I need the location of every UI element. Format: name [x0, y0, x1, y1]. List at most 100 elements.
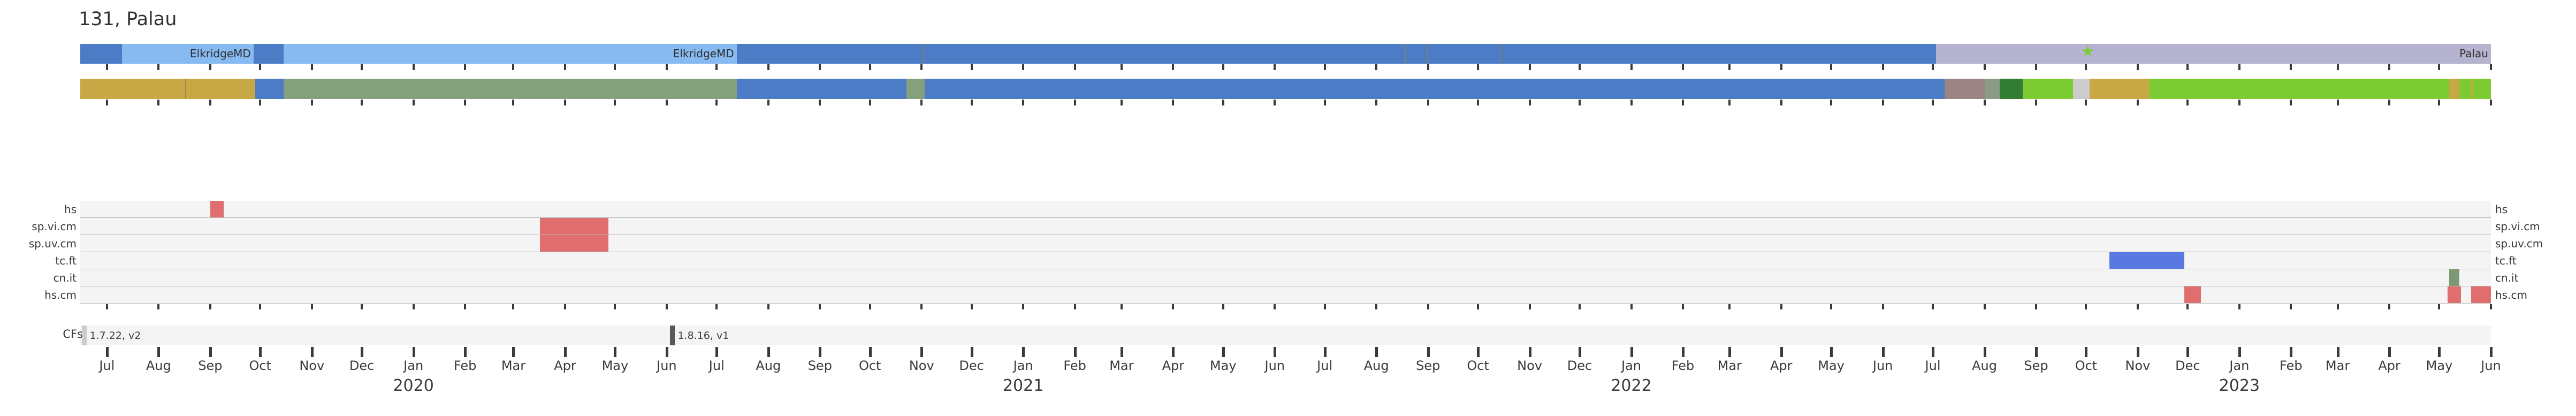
- site-bar-segment: [1936, 44, 2491, 64]
- month-tick: [1983, 304, 1986, 309]
- axis-tick: [2136, 347, 2139, 357]
- axis-month-label: Jul: [1925, 358, 1941, 373]
- axis-tick: [970, 347, 973, 357]
- month-tick: [209, 100, 211, 105]
- month-tick: [1222, 100, 1224, 105]
- annotation-mark: [540, 218, 608, 235]
- month-tick: [1274, 64, 1276, 70]
- month-tick: [1477, 64, 1480, 70]
- month-tick: [361, 64, 363, 70]
- status-bar-segment-divider: [185, 79, 187, 99]
- month-tick: [2388, 100, 2391, 105]
- month-tick: [1830, 100, 1833, 105]
- row-band: [80, 252, 2491, 269]
- month-tick: [1022, 100, 1025, 105]
- month-tick: [1375, 64, 1378, 70]
- axis-tick: [819, 347, 822, 357]
- row-band: [80, 286, 2491, 304]
- axis-month-label: Oct: [1467, 358, 1489, 373]
- month-tick: [2085, 64, 2087, 70]
- status-bar-segment: [925, 79, 1945, 99]
- month-tick: [2136, 64, 2139, 70]
- month-tick: [2490, 100, 2492, 105]
- month-tick: [1120, 304, 1123, 309]
- axis-tick: [2238, 347, 2241, 357]
- month-tick: [563, 100, 566, 105]
- axis-tick: [2290, 347, 2293, 357]
- cfs-band: [80, 326, 2491, 345]
- row-label-right: cn.it: [2495, 271, 2519, 284]
- status-bar-segment: [1984, 79, 2000, 99]
- month-tick: [2186, 304, 2189, 309]
- axis-month-label: Apr: [2378, 358, 2400, 373]
- axis-tick: [1022, 347, 1025, 357]
- month-tick: [2388, 304, 2391, 309]
- axis-month-label: Jul: [1317, 358, 1333, 373]
- month-tick: [412, 64, 415, 70]
- annotation-mark: [2471, 286, 2491, 303]
- site-bar-segment-divider: [1405, 44, 1406, 64]
- month-tick: [1983, 64, 1986, 70]
- month-tick: [412, 304, 415, 309]
- site-bar-segment-divider: [923, 44, 925, 64]
- axis-tick: [767, 347, 770, 357]
- month-tick: [1022, 304, 1025, 309]
- month-tick: [2085, 100, 2087, 105]
- axis-year-label: 2022: [1611, 376, 1652, 395]
- axis-tick: [1323, 347, 1327, 357]
- axis-tick: [2035, 347, 2038, 357]
- month-tick: [819, 100, 821, 105]
- month-tick: [920, 304, 923, 309]
- axis-month-label: Oct: [858, 358, 881, 373]
- month-tick: [715, 64, 718, 70]
- month-tick: [1375, 304, 1378, 309]
- axis-tick: [157, 347, 161, 357]
- month-tick: [2388, 64, 2391, 70]
- annotation-mark: [2448, 286, 2461, 303]
- star-icon: ★: [2081, 42, 2095, 60]
- axis-tick: [1120, 347, 1123, 357]
- site-bar-segment: [1499, 44, 1937, 64]
- status-bar-segment: [2149, 79, 2450, 99]
- month-tick: [2136, 100, 2139, 105]
- row-label-left: cn.it: [53, 271, 77, 284]
- month-tick: [1983, 100, 1986, 105]
- site-bar-segment: [121, 44, 254, 64]
- month-tick: [1528, 100, 1531, 105]
- month-tick: [464, 304, 467, 309]
- axis-tick: [1630, 347, 1633, 357]
- row-label-left: hs.cm: [44, 289, 77, 301]
- status-bar-segment: [736, 79, 907, 99]
- month-tick: [970, 304, 973, 309]
- month-tick: [105, 64, 108, 70]
- month-tick: [1427, 64, 1429, 70]
- annotation-mark: [2184, 286, 2201, 303]
- axis-month-label: Oct: [2075, 358, 2098, 373]
- annotation-mark: [540, 235, 608, 252]
- cfs-version-label: 1.7.22, v2: [89, 330, 141, 342]
- axis-month-label: Dec: [1567, 358, 1592, 373]
- month-tick: [614, 64, 616, 70]
- month-tick: [1222, 304, 1224, 309]
- month-tick: [1780, 100, 1782, 105]
- month-tick: [1073, 64, 1076, 70]
- site-bar-segment-label: Palau: [2459, 47, 2488, 60]
- month-tick: [157, 304, 160, 309]
- site-bar-segment: [253, 44, 284, 64]
- status-bar-segment: [185, 79, 255, 99]
- month-tick: [1427, 100, 1429, 105]
- axis-tick: [512, 347, 515, 357]
- status-bar-segment: [255, 79, 284, 99]
- month-tick: [464, 64, 467, 70]
- status-bar-segment: [2471, 79, 2473, 99]
- month-tick: [157, 100, 160, 105]
- month-tick: [1022, 64, 1025, 70]
- axis-month-label: Feb: [2280, 358, 2303, 373]
- month-tick: [1728, 100, 1731, 105]
- axis-month-label: Jul: [708, 358, 725, 373]
- axis-month-label: May: [1209, 358, 1237, 373]
- month-tick: [868, 304, 871, 309]
- month-tick: [665, 64, 668, 70]
- month-tick: [2085, 304, 2087, 309]
- axis-tick: [1073, 347, 1077, 357]
